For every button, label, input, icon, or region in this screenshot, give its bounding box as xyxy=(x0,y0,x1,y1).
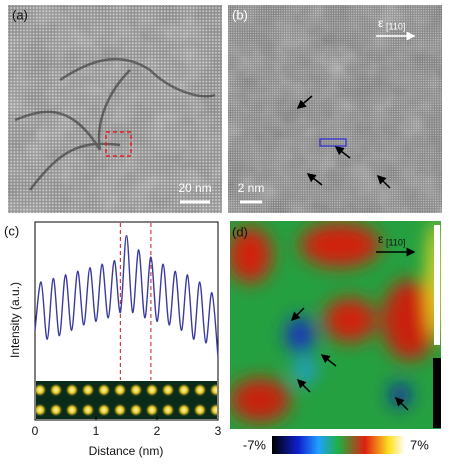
strain-direction: [110] xyxy=(386,21,405,31)
strain-symbol: ε xyxy=(378,232,384,246)
x-axis-label: Distance (nm) xyxy=(89,444,164,458)
colorbar-min: -7% xyxy=(243,437,267,452)
defect-arrows xyxy=(290,307,409,411)
scale-label: 2 nm xyxy=(238,181,265,195)
x-tick-label: 0 xyxy=(32,424,39,438)
panel-label: (d) xyxy=(232,224,248,239)
panel-label: (b) xyxy=(232,7,248,22)
defect-arrows xyxy=(296,95,391,189)
panel-label: (c) xyxy=(4,223,19,238)
hrtem-texture xyxy=(228,5,442,213)
panel-b: ε [110] 2 nm (b) xyxy=(228,5,442,213)
colorbar xyxy=(272,436,405,454)
strain-symbol: ε xyxy=(378,16,384,30)
atom-image xyxy=(36,381,217,419)
colorbar-max: 7% xyxy=(410,437,429,452)
scale-label: 20 nm xyxy=(178,181,211,195)
strain-direction: [110] xyxy=(386,237,405,247)
dislocation-lines xyxy=(14,57,216,191)
strain-blobs xyxy=(230,221,441,422)
edge-dark xyxy=(433,358,441,428)
panel-label: (a) xyxy=(12,7,28,22)
panel-c: (c) Intensity (a.u.) Distance (nm) 0 1 2 3 xyxy=(4,221,222,458)
y-axis-label: Intensity (a.u.) xyxy=(8,282,22,358)
panel-a: 20 nm (a) xyxy=(8,5,222,213)
selection-box xyxy=(105,131,132,157)
x-tick-label: 3 xyxy=(215,424,222,438)
panel-d: ε [110] (d) -7% 7% xyxy=(230,221,441,454)
tem-texture xyxy=(8,5,222,213)
intensity-line xyxy=(34,234,219,358)
x-tick-label: 2 xyxy=(154,424,161,438)
selection-box xyxy=(319,138,347,147)
x-tick-label: 1 xyxy=(93,424,100,438)
edge-highlight xyxy=(434,225,440,345)
